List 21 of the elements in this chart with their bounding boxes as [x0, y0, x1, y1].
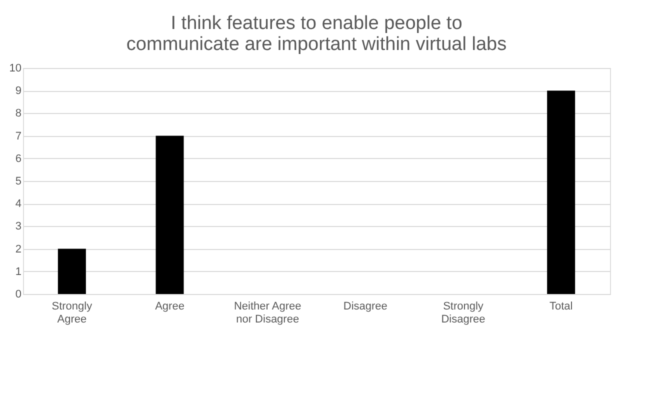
y-tick-label: 4 — [15, 198, 22, 210]
x-tick-label: Strongly Agree — [52, 300, 93, 326]
y-tick-label: 3 — [15, 220, 22, 233]
x-tick-label: Agree — [155, 300, 184, 312]
y-tick-label: 6 — [15, 152, 22, 165]
bar — [58, 248, 86, 294]
x-tick-label: Disagree — [343, 300, 388, 312]
x-tick-label: Total — [549, 300, 573, 312]
y-tick-label: 9 — [15, 85, 22, 98]
chart-title: I think features to enable people to communicate are important within virtual labs — [126, 13, 507, 55]
y-tick-label: 1 — [15, 266, 22, 278]
y-tick-label: 2 — [15, 243, 22, 256]
y-tick-label: 8 — [15, 108, 22, 120]
y-tick-label: 10 — [9, 62, 22, 74]
x-tick-label: Neither Agree nor Disagree — [234, 300, 302, 326]
bar — [547, 90, 576, 294]
y-tick-label: 5 — [15, 176, 22, 188]
bar — [156, 136, 184, 294]
y-tick-label: 0 — [15, 288, 22, 300]
y-tick-label: 7 — [15, 130, 22, 142]
x-tick-label: Strongly Disagree — [441, 300, 486, 326]
